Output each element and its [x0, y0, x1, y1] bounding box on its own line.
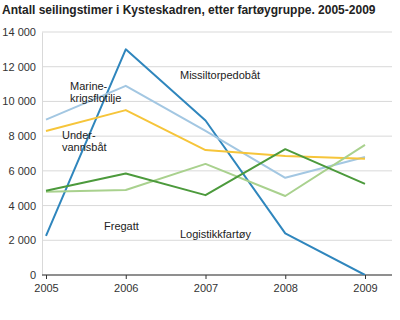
grid-line	[42, 275, 392, 276]
series-label: Logistikkfartøy	[180, 228, 251, 240]
y-tick-label: 2 000	[8, 234, 36, 246]
y-axis: 0 2 000 4 000 6 000 8 000 10 000 12 000 14 000	[2, 26, 42, 281]
x-tick-label: 2009	[353, 282, 377, 294]
x-tick-label: 2005	[34, 282, 58, 294]
y-tick-label: 12 000	[2, 61, 36, 73]
series-label: Under-vannsbåt	[62, 129, 107, 153]
y-tick: 10 000	[2, 95, 42, 107]
y-tick-label: 14 000	[2, 26, 36, 38]
grid-line	[42, 66, 392, 67]
x-tick-label: 2008	[274, 282, 298, 294]
y-tick-label: 6 000	[8, 165, 36, 177]
y-tick-label: 10 000	[2, 95, 36, 107]
x-axis: 2005 2006 2007 2008 2009	[34, 275, 392, 294]
series-label: Fregatt	[104, 220, 139, 232]
series-label: Missiltorpedobåt	[180, 69, 260, 81]
x-tick-mark	[46, 275, 47, 279]
y-tick: 0	[30, 269, 42, 281]
x-tick-mark	[285, 275, 286, 279]
y-tick: 12 000	[2, 61, 42, 73]
y-tick-label: 8 000	[8, 130, 36, 142]
x-tick: 2009	[353, 275, 377, 294]
x-tick-mark	[365, 275, 366, 279]
x-tick: 2005	[34, 275, 58, 294]
y-tick: 8 000	[8, 130, 42, 142]
y-tick-label: 0	[30, 269, 36, 281]
series-label: Marine-krigsflotilje	[70, 80, 121, 104]
y-tick: 4 000	[8, 200, 42, 212]
x-tick: 2007	[194, 275, 218, 294]
grid	[42, 32, 392, 275]
y-tick: 6 000	[8, 165, 42, 177]
title: Antall seilingstimer i Kysteskadren, ett…	[2, 3, 376, 17]
x-axis-line	[42, 275, 392, 276]
grid-line	[42, 170, 392, 171]
lines	[46, 49, 365, 275]
x-tick: 2006	[114, 275, 138, 294]
x-tick-label: 2007	[194, 282, 218, 294]
chart: Antall seilingstimer i Kysteskadren, ett…	[0, 0, 400, 320]
x-tick: 2008	[274, 275, 298, 294]
x-tick-label: 2006	[114, 282, 138, 294]
y-tick-label: 4 000	[8, 200, 36, 212]
x-tick-mark	[126, 275, 127, 279]
series-line	[46, 149, 365, 195]
y-axis-line	[42, 33, 43, 276]
grid-line	[42, 32, 392, 33]
grid-line	[42, 205, 392, 206]
series-line	[46, 110, 365, 159]
series-line	[46, 49, 365, 275]
x-tick-mark	[206, 275, 207, 279]
y-tick: 14 000	[2, 26, 42, 38]
y-tick: 2 000	[8, 234, 42, 246]
